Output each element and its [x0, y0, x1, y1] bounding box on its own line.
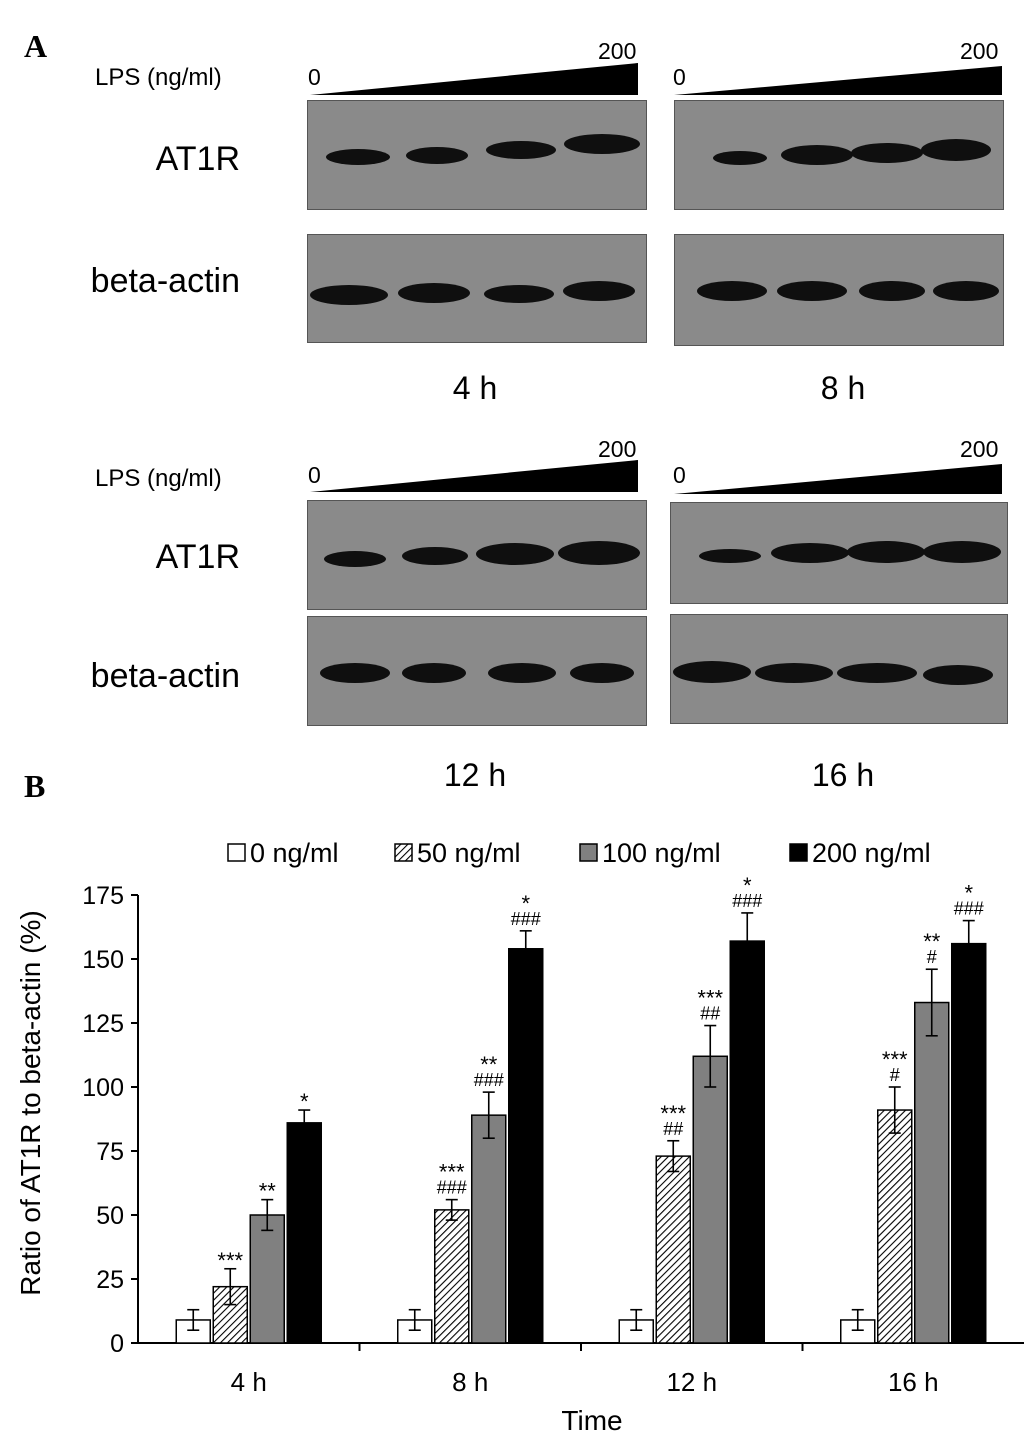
dose-wedge-8h	[674, 66, 1002, 95]
bar-chart: 0 ng/ml 50 ng/ml 100 ng/ml 200 ng/ml 0 25 50 7…	[15, 838, 1024, 1436]
y-tick-label: 0	[110, 1330, 124, 1358]
significance-hash: ##	[700, 1004, 720, 1024]
dose-start-12h: 0	[308, 462, 321, 488]
blot-at1r-12h	[307, 500, 647, 610]
significance-hash: ###	[437, 1178, 467, 1198]
x-tick-label: 8 h	[452, 1367, 488, 1397]
row-label-actin-bottom: beta-actin	[90, 657, 240, 695]
time-label-16h: 16 h	[811, 757, 875, 793]
bar	[951, 942, 987, 1344]
significance-hash: ###	[511, 909, 541, 929]
bar	[877, 1109, 913, 1344]
panel-b-letter: B	[24, 768, 46, 804]
significance-star: *	[300, 1089, 309, 1114]
legend-entry: 0 ng/ml	[250, 838, 339, 868]
blot-actin-8h	[674, 234, 1004, 346]
y-axis-label: Ratio of AT1R to beta-actin (%)	[15, 910, 46, 1295]
y-tick-label: 50	[96, 1202, 124, 1230]
y-tick-label: 175	[82, 882, 124, 910]
bar	[692, 1055, 728, 1344]
y-tick-label: 150	[82, 946, 124, 974]
y-tick-label: 75	[96, 1138, 124, 1166]
lps-label-bottom: LPS (ng/ml)	[95, 465, 222, 492]
dose-end-16h: 200	[960, 436, 999, 462]
significance-star: ***	[660, 1101, 686, 1126]
bar	[471, 1114, 507, 1344]
dose-start-16h: 0	[673, 462, 686, 488]
y-tick-label: 25	[96, 1266, 124, 1294]
row-label-at1r-bottom: AT1R	[155, 538, 240, 576]
significance-hash: ###	[954, 899, 984, 919]
significance-star: **	[480, 1052, 498, 1077]
y-tick-label: 100	[82, 1074, 124, 1102]
bar	[729, 940, 765, 1344]
row-label-actin-top: beta-actin	[90, 262, 240, 300]
dose-wedge-12h	[310, 460, 638, 492]
blot-actin-12h	[307, 616, 647, 726]
significance-hash: #	[890, 1065, 900, 1085]
bar	[434, 1209, 470, 1344]
dose-wedges	[310, 63, 1002, 494]
bar	[249, 1214, 285, 1344]
y-tick-label: 125	[82, 1010, 124, 1038]
chart-legend: 0 ng/ml 50 ng/ml 100 ng/ml 200 ng/ml	[227, 838, 931, 868]
dose-end-8h: 200	[960, 38, 999, 64]
bar	[914, 1001, 950, 1344]
significance-star: **	[259, 1179, 277, 1204]
significance-hash: ##	[663, 1119, 683, 1139]
significance-star: *	[743, 873, 752, 898]
x-tick-label: 16 h	[888, 1367, 939, 1397]
time-label-4h: 4 h	[452, 370, 498, 406]
significance-star: ***	[882, 1047, 908, 1072]
x-axis-label: Time	[561, 1405, 622, 1436]
dose-end-12h: 200	[598, 436, 637, 462]
bar	[655, 1155, 691, 1344]
legend-entry: 100 ng/ml	[602, 838, 721, 868]
lps-label-top: LPS (ng/ml)	[95, 64, 222, 91]
panel-a-letter: A	[24, 28, 48, 64]
dose-wedge-16h	[674, 464, 1002, 494]
row-label-at1r-top: AT1R	[155, 140, 240, 178]
blot-at1r-16h	[670, 502, 1008, 604]
x-tick-label: 4 h	[231, 1367, 267, 1397]
dose-wedge-4h	[310, 63, 638, 95]
time-label-12h: 12 h	[443, 757, 507, 793]
x-tick-label: 12 h	[666, 1367, 717, 1397]
bar	[508, 948, 544, 1344]
significance-star: ***	[697, 986, 723, 1011]
legend-swatch	[579, 843, 598, 862]
legend-entry: 200 ng/ml	[812, 838, 931, 868]
dose-start-8h: 0	[673, 64, 686, 90]
significance-star: ***	[439, 1160, 465, 1185]
blot-actin-16h	[670, 614, 1008, 724]
significance-star: ***	[217, 1248, 243, 1273]
blot-actin-4h	[307, 234, 647, 343]
significance-star: *	[521, 891, 530, 916]
blot-at1r-8h	[674, 100, 1004, 210]
chart-bars: ******###***###**###*##***##***###*#***#…	[175, 873, 987, 1344]
blot-at1r-4h	[307, 100, 647, 210]
chart-axes: 0 25 50 75 100 125 150 175 4 h 8 h 12 h 16 h	[82, 882, 1024, 1397]
dose-end-4h: 200	[598, 38, 637, 64]
time-label-8h: 8 h	[820, 370, 866, 406]
legend-swatch	[394, 843, 413, 862]
significance-star: **	[923, 929, 941, 954]
significance-star: *	[964, 881, 973, 906]
significance-hash: #	[927, 947, 937, 967]
legend-swatch	[789, 843, 808, 862]
bar	[286, 1122, 322, 1344]
significance-hash: ###	[732, 891, 762, 911]
legend-entry: 50 ng/ml	[417, 838, 521, 868]
legend-swatch	[227, 843, 246, 862]
significance-hash: ###	[474, 1070, 504, 1090]
dose-start-4h: 0	[308, 64, 321, 90]
